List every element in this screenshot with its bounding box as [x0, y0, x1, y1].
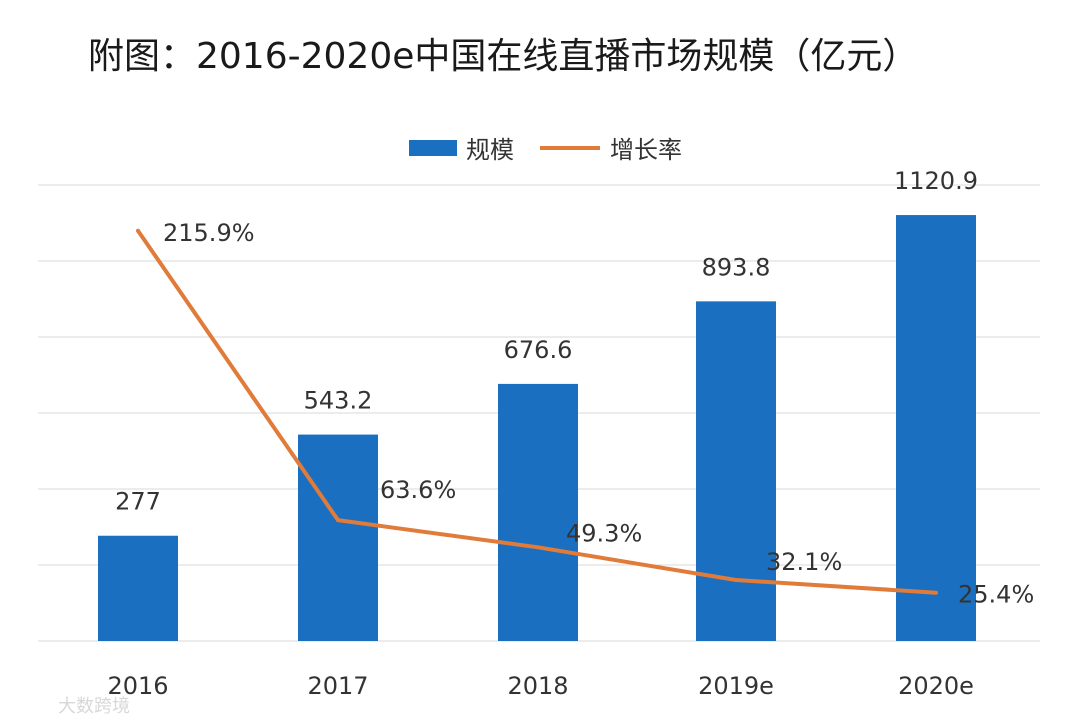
bar-value-label: 893.8 [702, 253, 771, 281]
bar [498, 383, 578, 641]
x-tick-label: 2017 [307, 672, 368, 700]
bar [696, 301, 776, 641]
bar [298, 434, 378, 641]
legend-label-bar: 规模 [466, 136, 514, 164]
bar-value-label: 1120.9 [894, 167, 978, 195]
x-tick-label: 2016 [107, 672, 168, 700]
x-tick-label: 2019e [698, 672, 774, 700]
line-point [734, 578, 738, 583]
legend-swatch-bar [409, 140, 457, 156]
watermark: 大数跨境 [58, 696, 130, 717]
line-series [136, 228, 938, 595]
line-value-label: 215.9% [163, 219, 255, 247]
line-point [136, 228, 140, 233]
x-tick-label: 2020e [898, 672, 974, 700]
line-value-label: 25.4% [958, 581, 1034, 609]
bar-value-label: 543.2 [304, 387, 373, 415]
x-tick-label: 2018 [507, 672, 568, 700]
line-value-label: 49.3% [566, 519, 642, 547]
line-point [934, 590, 938, 595]
line-labels: 215.9% 63.6% 49.3% 32.1% 25.4% [163, 219, 1034, 609]
line-value-label: 32.1% [766, 548, 842, 576]
bar [896, 215, 976, 642]
bar-series [98, 215, 976, 642]
line-point [536, 545, 540, 550]
x-axis-ticks: 2016 2017 2018 2019e 2020e [107, 672, 973, 700]
legend-label-line: 增长率 [610, 136, 682, 164]
bar-value-label: 676.6 [504, 336, 573, 364]
line-point [336, 518, 340, 523]
bar-value-label: 277 [115, 488, 161, 516]
bar [98, 535, 178, 641]
bar-labels: 277 543.2 676.6 893.8 1120.9 [115, 167, 978, 516]
chart-title: 附图：2016-2020e中国在线直播市场规模（亿元） [88, 36, 918, 77]
line-value-label: 63.6% [380, 476, 456, 504]
legend: 规模 增长率 [409, 136, 682, 164]
